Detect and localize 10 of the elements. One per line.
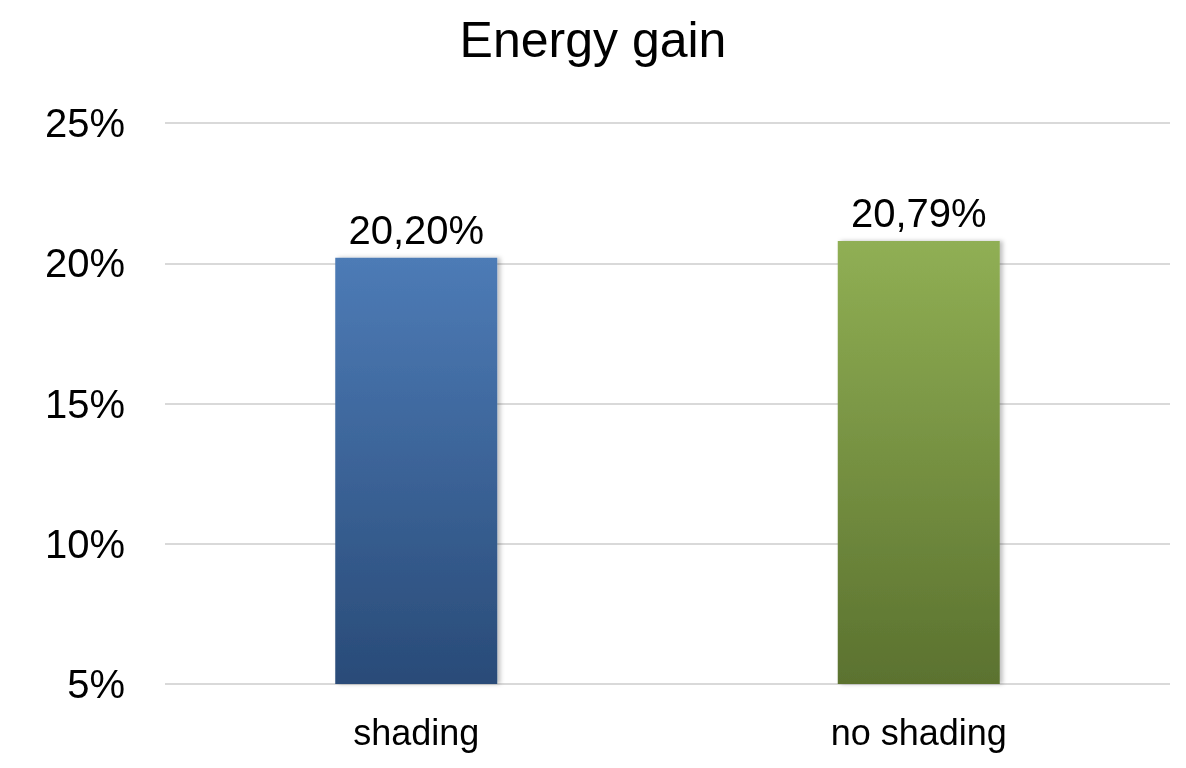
y-tick-label: 15%: [44, 381, 125, 426]
data-label: 20,79%: [850, 191, 987, 236]
y-tick-label: 5%: [67, 662, 125, 706]
x-tick-label: no shading: [830, 711, 1007, 753]
y-tick-label: 10%: [44, 521, 125, 566]
data-label: 20,20%: [348, 207, 485, 252]
chart-title: Energy gain: [459, 12, 727, 68]
y-tick-label: 20%: [44, 241, 125, 286]
x-tick-label: shading: [353, 711, 480, 753]
y-tick-label: 25%: [44, 101, 125, 145]
